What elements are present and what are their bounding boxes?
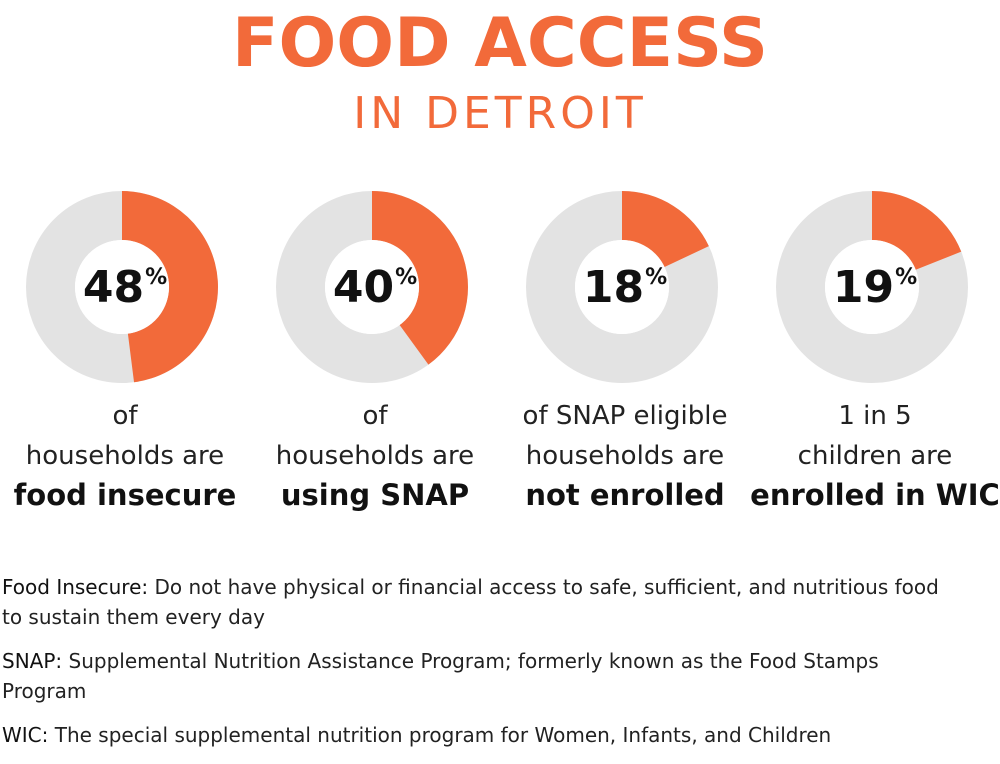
definition-term: WIC:	[2, 723, 49, 747]
definition-snap: SNAP: Supplemental Nutrition Assistance …	[2, 646, 942, 706]
stat-description: of SNAP eligible households are not enro…	[490, 396, 760, 514]
definition-term: SNAP:	[2, 649, 63, 673]
stat-card-food-insecure: 48% of households are food insecure	[0, 190, 250, 520]
desc-emphasis: not enrolled	[525, 478, 725, 512]
stat-description: of households are food insecure	[0, 396, 260, 514]
desc-emphasis: using SNAP	[280, 478, 470, 512]
percent-sign: %	[395, 265, 418, 290]
donut-chart-food-insecure	[26, 191, 219, 383]
percent-sign: %	[895, 265, 918, 290]
donut-hole	[325, 240, 419, 334]
desc-line: children are	[797, 441, 953, 471]
definition-wic: WIC: The special supplemental nutrition …	[2, 720, 942, 750]
stat-percent: 18%	[500, 260, 750, 316]
definition-term: Food Insecure:	[2, 575, 149, 599]
percent-sign: %	[645, 265, 668, 290]
donut-hole	[575, 240, 669, 334]
desc-line: households are	[525, 441, 725, 471]
desc-emphasis: enrolled in WIC	[750, 478, 1000, 512]
definition-food-insecure: Food Insecure: Do not have physical or f…	[2, 572, 942, 632]
donut-segment	[372, 191, 468, 365]
stat-percent: 48%	[0, 260, 250, 316]
donut-chart-enrolled-wic	[776, 191, 968, 383]
definition-text: Do not have physical or financial access…	[2, 575, 939, 629]
donut-chart-not-enrolled	[526, 191, 718, 383]
stat-value: 19	[832, 262, 895, 313]
stat-percent: 19%	[750, 260, 1000, 316]
donut-segment	[122, 191, 219, 383]
stat-description: of households are using SNAP	[240, 396, 510, 514]
percent-sign: %	[145, 265, 168, 290]
desc-line: 1 in 5	[838, 401, 912, 431]
donut-segment	[622, 191, 709, 267]
stat-card-using-snap: 40% of households are using SNAP	[250, 190, 500, 520]
page-subtitle: IN DETROIT	[353, 88, 647, 139]
stat-card-enrolled-wic: 19% 1 in 5 children are enrolled in WIC	[750, 190, 1000, 520]
page-title: FOOD ACCESS	[232, 4, 768, 83]
desc-line: of	[112, 401, 138, 431]
stat-value: 18	[582, 262, 645, 313]
desc-line: households are	[275, 441, 475, 471]
definition-text: The special supplemental nutrition progr…	[48, 723, 832, 747]
donut-chart-using-snap	[276, 191, 468, 383]
stat-description: 1 in 5 children are enrolled in WIC	[740, 396, 1000, 514]
donut-hole	[75, 240, 169, 334]
desc-line: households are	[25, 441, 225, 471]
desc-line: of	[362, 401, 388, 431]
definitions: Food Insecure: Do not have physical or f…	[2, 572, 942, 764]
donut-segment	[872, 191, 962, 270]
stat-value: 48	[82, 262, 145, 313]
desc-emphasis: food insecure	[13, 478, 237, 512]
stat-card-not-enrolled: 18% of SNAP eligible households are not …	[500, 190, 750, 520]
donut-hole	[825, 240, 919, 334]
stat-percent: 40%	[250, 260, 500, 316]
desc-line: of SNAP eligible	[522, 401, 728, 431]
definition-text: Supplemental Nutrition Assistance Progra…	[2, 649, 879, 703]
stat-value: 40	[332, 262, 395, 313]
